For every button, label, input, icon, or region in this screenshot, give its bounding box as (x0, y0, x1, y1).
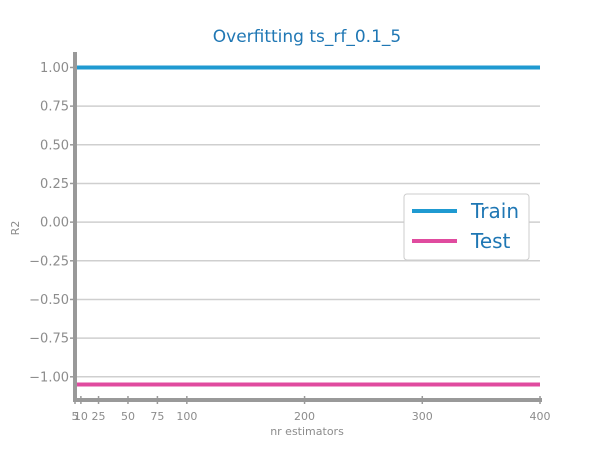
legend: Train Test (403, 193, 530, 261)
y-axis-label: R2 (9, 221, 22, 236)
x-tick-label: 25 (92, 410, 106, 423)
y-tick-label: 0.75 (40, 100, 69, 115)
series-lines (75, 65, 540, 387)
x-tick-label: 400 (530, 410, 551, 423)
axes (73, 52, 542, 402)
x-tick-label: 200 (294, 410, 315, 423)
x-tick-label: 75 (150, 410, 164, 423)
y-tick-label: −0.75 (29, 332, 69, 347)
x-tick-label: 300 (412, 410, 433, 423)
x-tick-label: 100 (176, 410, 197, 423)
x-tick-labels: 510 25 50 75 100 200 300 400 (72, 396, 551, 423)
grid (75, 66, 540, 378)
x-tick-label: 5 (72, 410, 79, 423)
x-tick-label: 10 (74, 410, 88, 423)
y-tick-labels: 1.00 0.75 0.50 0.25 0.00 −0.25 −0.50 −0.75 −1.00 (29, 61, 75, 385)
x-axis-label: nr estimators (270, 425, 344, 438)
chart-title: Overfitting ts_rf_0.1_5 (213, 27, 401, 47)
y-tick-label: −1.00 (29, 370, 69, 385)
legend-label-train: Train (470, 199, 519, 223)
legend-label-test: Test (470, 229, 511, 253)
y-tick-label: 0.00 (40, 216, 69, 231)
y-tick-label: −0.25 (29, 254, 69, 269)
x-tick-label: 50 (121, 410, 135, 423)
y-tick-label: 0.25 (40, 177, 69, 192)
y-tick-label: 1.00 (40, 61, 69, 76)
y-tick-label: 0.50 (40, 138, 69, 153)
y-tick-label: −0.50 (29, 293, 69, 308)
